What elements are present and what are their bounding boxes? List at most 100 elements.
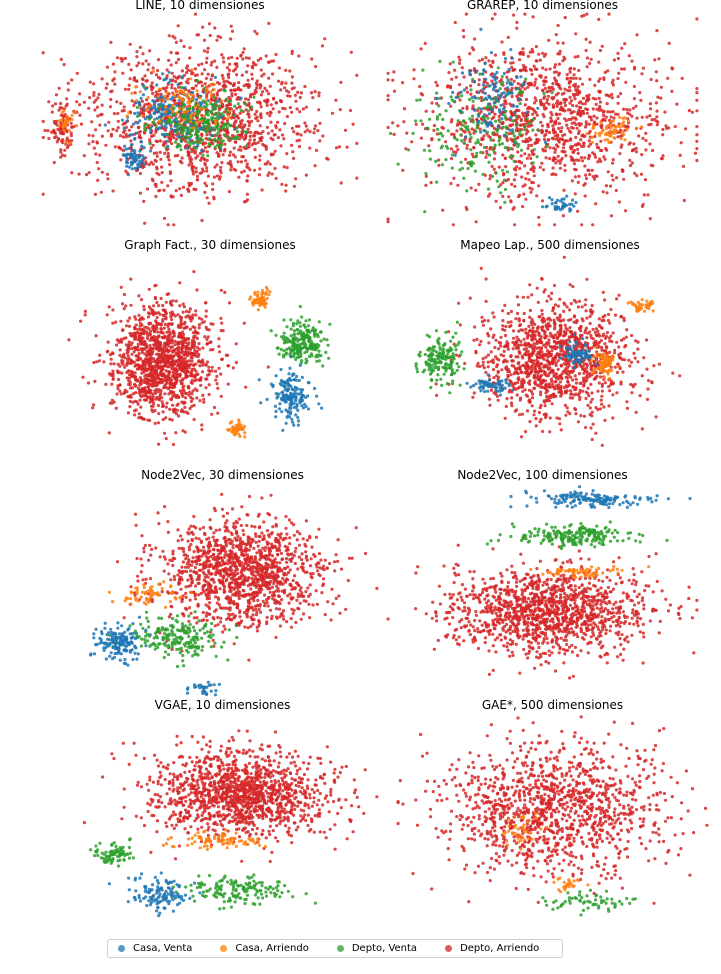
point-depto-arriendo xyxy=(543,86,547,91)
point-depto-arriendo xyxy=(245,179,249,183)
point-casa-venta xyxy=(132,157,136,161)
point-depto-arriendo xyxy=(188,160,192,164)
point-depto-arriendo xyxy=(529,156,533,160)
point-depto-arriendo xyxy=(153,158,157,162)
point-depto-arriendo xyxy=(154,368,158,372)
point-depto-arriendo xyxy=(90,120,94,124)
point-depto-arriendo xyxy=(179,379,183,383)
point-depto-arriendo xyxy=(537,52,541,56)
point-casa-arriendo xyxy=(62,128,66,132)
point-depto-arriendo xyxy=(142,370,146,374)
point-casa-venta xyxy=(544,205,548,209)
point-depto-arriendo xyxy=(670,67,675,71)
point-depto-arriendo xyxy=(396,124,400,128)
point-depto-venta xyxy=(537,129,541,133)
point-depto-arriendo xyxy=(96,96,100,100)
point-casa-arriendo xyxy=(186,104,190,108)
point-depto-arriendo xyxy=(185,64,190,68)
point-depto-arriendo xyxy=(209,77,213,81)
point-casa-venta xyxy=(510,91,514,95)
point-depto-arriendo xyxy=(200,133,204,138)
point-depto-arriendo xyxy=(596,160,600,164)
point-casa-venta xyxy=(512,104,516,108)
point-casa-arriendo xyxy=(183,92,187,96)
point-depto-arriendo xyxy=(164,437,168,441)
point-depto-arriendo xyxy=(105,313,109,317)
point-depto-arriendo xyxy=(217,366,221,370)
point-depto-arriendo xyxy=(580,159,585,163)
point-depto-arriendo xyxy=(191,389,195,393)
point-casa-venta xyxy=(125,119,129,123)
point-depto-arriendo xyxy=(602,155,606,159)
point-depto-arriendo xyxy=(138,45,142,50)
point-casa-venta xyxy=(489,122,494,126)
point-depto-arriendo xyxy=(135,55,139,59)
point-depto-arriendo xyxy=(184,396,188,400)
point-depto-arriendo xyxy=(193,326,197,330)
point-depto-arriendo xyxy=(174,51,179,55)
point-depto-arriendo xyxy=(195,33,199,37)
point-casa-venta xyxy=(489,51,494,55)
point-depto-arriendo xyxy=(137,352,141,356)
point-depto-arriendo xyxy=(130,347,134,351)
point-depto-arriendo xyxy=(455,144,459,148)
point-depto-arriendo xyxy=(60,106,64,110)
point-casa-arriendo xyxy=(175,89,180,93)
point-depto-arriendo xyxy=(521,63,525,68)
point-depto-venta xyxy=(216,131,220,135)
point-depto-arriendo xyxy=(655,29,659,33)
point-depto-arriendo xyxy=(256,119,260,123)
point-depto-arriendo xyxy=(168,370,172,374)
point-depto-arriendo xyxy=(70,171,74,175)
point-depto-arriendo xyxy=(419,136,423,140)
point-depto-arriendo xyxy=(527,136,531,140)
point-depto-arriendo xyxy=(600,123,604,127)
point-depto-arriendo xyxy=(41,51,45,55)
point-depto-arriendo xyxy=(174,359,178,363)
point-depto-arriendo xyxy=(139,317,143,321)
point-depto-arriendo xyxy=(529,81,533,85)
point-depto-arriendo xyxy=(465,86,469,90)
point-depto-venta xyxy=(243,102,247,106)
point-depto-arriendo xyxy=(563,139,567,143)
point-depto-venta xyxy=(194,133,198,137)
point-depto-arriendo xyxy=(159,92,163,96)
point-depto-arriendo xyxy=(267,21,271,25)
point-casa-venta xyxy=(543,140,547,144)
point-depto-arriendo xyxy=(251,61,256,65)
point-depto-arriendo xyxy=(641,136,645,140)
point-casa-arriendo xyxy=(209,90,213,94)
point-depto-arriendo xyxy=(62,63,66,67)
point-depto-arriendo xyxy=(144,59,148,63)
point-depto-arriendo xyxy=(575,126,579,130)
point-depto-arriendo xyxy=(223,147,227,151)
point-casa-venta xyxy=(130,167,134,171)
point-depto-arriendo xyxy=(627,54,631,58)
point-casa-venta xyxy=(158,115,162,119)
point-depto-arriendo xyxy=(165,114,169,118)
point-depto-arriendo xyxy=(237,175,241,179)
panel-title: GRAREP, 10 dimensiones xyxy=(466,0,619,12)
point-depto-venta xyxy=(485,130,489,134)
point-depto-arriendo xyxy=(455,123,460,127)
scatter-plot xyxy=(386,12,699,227)
point-depto-arriendo xyxy=(317,108,321,112)
panel-graph-fact-30: Graph Fact., 30 dimensiones xyxy=(55,238,365,467)
point-depto-arriendo xyxy=(448,62,452,66)
point-depto-arriendo xyxy=(550,96,554,100)
point-depto-arriendo xyxy=(234,119,238,123)
point-depto-venta xyxy=(250,105,254,109)
point-depto-arriendo xyxy=(153,296,158,301)
point-depto-arriendo xyxy=(111,308,115,312)
point-depto-arriendo xyxy=(170,357,174,361)
point-depto-arriendo xyxy=(226,382,230,386)
point-depto-arriendo xyxy=(219,288,223,292)
point-depto-arriendo xyxy=(290,81,294,85)
point-casa-venta xyxy=(160,114,164,118)
point-depto-arriendo xyxy=(137,125,141,129)
point-casa-venta xyxy=(481,87,485,91)
point-depto-arriendo xyxy=(111,369,115,373)
point-depto-arriendo xyxy=(152,151,156,155)
point-depto-arriendo xyxy=(82,100,86,104)
point-depto-arriendo xyxy=(657,57,661,61)
